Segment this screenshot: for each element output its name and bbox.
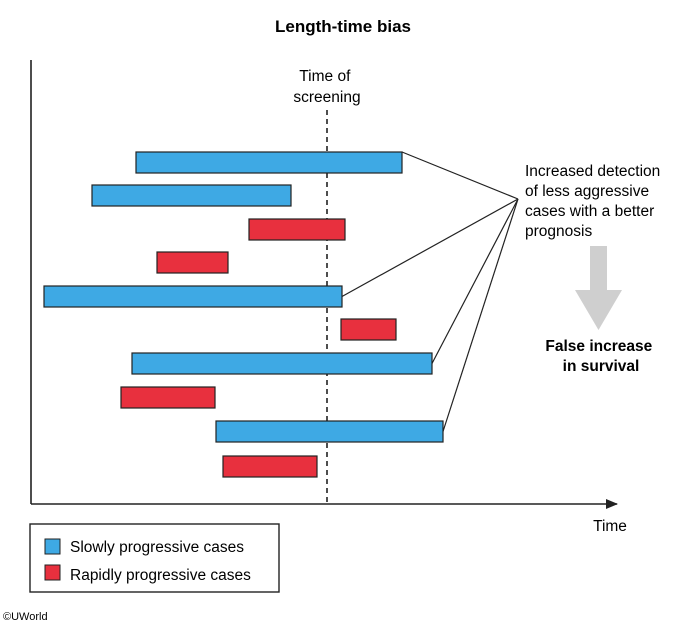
screening-label: Time of screening (293, 68, 360, 106)
credit-text: ©UWorld (3, 611, 48, 623)
detection-connector-line (341, 198, 519, 298)
connector-lines (341, 151, 519, 432)
detection-connector-line (442, 198, 519, 432)
screening-label-line-1: Time of (299, 68, 351, 85)
annotation-line-4: prognosis (525, 223, 592, 240)
screening-label-line-2: screening (293, 89, 360, 106)
slow-case-bar (135, 151, 403, 174)
rapid-case-bar (248, 218, 346, 241)
slow-case-bar (131, 352, 433, 375)
legend-rapid-swatch (44, 564, 61, 581)
annotation-line-2: of less aggressive (525, 183, 649, 200)
result-text: False increase in survival (545, 338, 656, 375)
detection-connector-line (401, 151, 519, 200)
slow-case-bar (43, 285, 343, 308)
rapid-case-bar (156, 251, 229, 274)
x-axis-label: Time (593, 518, 627, 535)
annotation-line-3: cases with a better (525, 203, 654, 220)
case-bars (43, 151, 444, 478)
legend-slow-label: Slowly progressive cases (70, 539, 244, 556)
result-line-2: in survival (563, 358, 640, 375)
annotation-line-1: Increased detection (525, 163, 660, 180)
result-line-1: False increase (545, 338, 652, 355)
legend-box (29, 523, 280, 593)
down-arrow-icon (575, 246, 622, 330)
rapid-case-bar (340, 318, 397, 341)
diagram-title: Length-time bias (275, 17, 411, 36)
detection-connector-line (431, 198, 519, 364)
legend: Slowly progressive cases Rapidly progres… (29, 523, 280, 593)
legend-rapid-label: Rapidly progressive cases (70, 567, 251, 584)
annotation-text: Increased detection of less aggressive c… (525, 163, 665, 240)
legend-slow-swatch (44, 538, 61, 555)
slow-case-bar (215, 420, 444, 443)
rapid-case-bar (120, 386, 216, 409)
rapid-case-bar (222, 455, 318, 478)
slow-case-bar (91, 184, 292, 207)
